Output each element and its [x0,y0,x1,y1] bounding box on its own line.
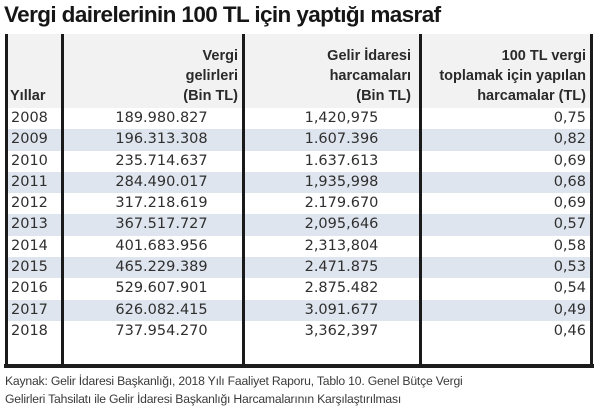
cell-ratio: 0,58 [553,237,586,254]
cell-ratio: 0,68 [553,173,586,190]
column-divider [419,34,422,365]
cell-expense: 3.091.677 [304,301,379,318]
table-row: 2016 529.607.901 2.875.482 0,54 [6,278,592,299]
cell-expense: 2,313,804 [304,237,379,254]
expense-table: Yıllar Vergi gelirleri (Bin TL) Gelir İd… [6,34,592,342]
cell-year: 2008 [11,110,48,126]
header-years-label: Yıllar [10,88,46,104]
cell-year: 2018 [11,322,48,339]
cell-revenue: 465.229.389 [115,259,208,276]
cell-revenue: 196.313.308 [115,131,208,148]
cell-ratio: 0,69 [553,195,586,212]
cell-ratio: 0,46 [553,322,586,339]
page-title: Vergi dairelerinin 100 TL için yaptığı m… [4,2,441,27]
header-expense-line3: (Bin TL) [356,88,411,104]
cell-expense: 1.637.613 [304,152,379,169]
footer-rule [4,364,594,368]
header-ratio: 100 TL vergi toplamak için yapılan harca… [420,34,592,108]
table-row: 2009 196.313.308 1.607.396 0,82 [6,129,592,151]
cell-revenue: 737.954.270 [115,322,208,339]
table-header: Yıllar Vergi gelirleri (Bin TL) Gelir İd… [6,34,592,108]
table-row: 2014 401.683.956 2,313,804 0,58 [6,236,592,257]
cell-expense: 2.471.875 [304,259,379,276]
cell-year: 2011 [11,173,48,190]
cell-year: 2009 [11,131,48,148]
cell-ratio: 0,49 [553,301,586,318]
source-line-2: Gelirleri Tahsilatı ile Gelir İdaresi Ba… [5,392,402,406]
cell-year: 2013 [11,216,48,233]
cell-year: 2012 [11,195,48,212]
cell-revenue: 284.490.017 [115,173,208,190]
header-ratio-line2: toplamak için yapılan [439,68,586,84]
header-revenue: Vergi gelirleri (Bin TL) [62,34,243,108]
cell-year: 2017 [11,301,48,318]
table-row: 2018 737.954.270 3,362,397 0,46 [6,321,592,342]
column-divider [61,34,64,365]
cell-expense: 1,935,998 [304,173,379,190]
cell-expense: 2.875.482 [304,280,379,297]
cell-year: 2015 [11,259,48,276]
column-divider [5,34,8,365]
header-revenue-line3: (Bin TL) [183,88,238,104]
cell-revenue: 235.714.637 [115,152,208,169]
table-row: 2012 317.218.619 2.179.670 0,69 [6,193,592,214]
header-ratio-line1: 100 TL vergi [501,48,586,64]
cell-expense: 3,362,397 [304,322,379,339]
header-revenue-line1: Vergi [202,48,238,64]
cell-year: 2010 [11,152,48,169]
cell-year: 2014 [11,237,48,254]
header-expense: Gelir İdaresi harcamaları (Bin TL) [243,34,420,108]
cell-revenue: 626.082.415 [115,301,208,318]
table-row: 2015 465.229.389 2.471.875 0,53 [6,257,592,279]
header-expense-line2: harcamaları [329,68,411,84]
cell-ratio: 0,54 [553,280,586,297]
cell-expense: 2,095,646 [304,216,379,233]
source-line-1: Kaynak: Gelir İdaresi Başkanlığı, 2018 Y… [5,374,463,388]
cell-revenue: 317.218.619 [115,195,208,212]
cell-ratio: 0,69 [553,152,586,169]
cell-year: 2016 [11,280,48,297]
source-note: Kaynak: Gelir İdaresi Başkanlığı, 2018 Y… [5,372,463,408]
header-ratio-line3: harcamalar (TL) [477,88,586,104]
cell-ratio: 0,57 [553,216,586,233]
cell-ratio: 0,82 [553,131,586,148]
header-years: Yıllar [6,34,62,108]
cell-ratio: 0,53 [553,259,586,276]
cell-expense: 1.607.396 [304,131,379,148]
table-row: 2011 284.490.017 1,935,998 0,68 [6,171,592,194]
cell-revenue: 401.683.956 [115,237,208,254]
cell-expense: 2.179.670 [304,195,379,212]
cell-revenue: 367.517.727 [115,216,208,233]
cell-revenue: 189.980.827 [115,110,208,126]
table-row: 2010 235.714.637 1.637.613 0,69 [6,151,592,172]
table-row: 2017 626.082.415 3.091.677 0,49 [6,299,592,321]
column-divider [242,34,245,365]
header-revenue-line2: gelirleri [185,68,238,84]
column-divider [590,34,593,365]
table-row: 2008 189.980.827 1,420,975 0,75 [6,108,592,129]
header-expense-line1: Gelir İdaresi [327,48,411,64]
cell-ratio: 0,75 [553,110,586,126]
table-row: 2013 367.517.727 2,095,646 0,57 [6,214,592,236]
cell-revenue: 529.607.901 [115,280,208,297]
cell-expense: 1,420,975 [304,110,379,126]
